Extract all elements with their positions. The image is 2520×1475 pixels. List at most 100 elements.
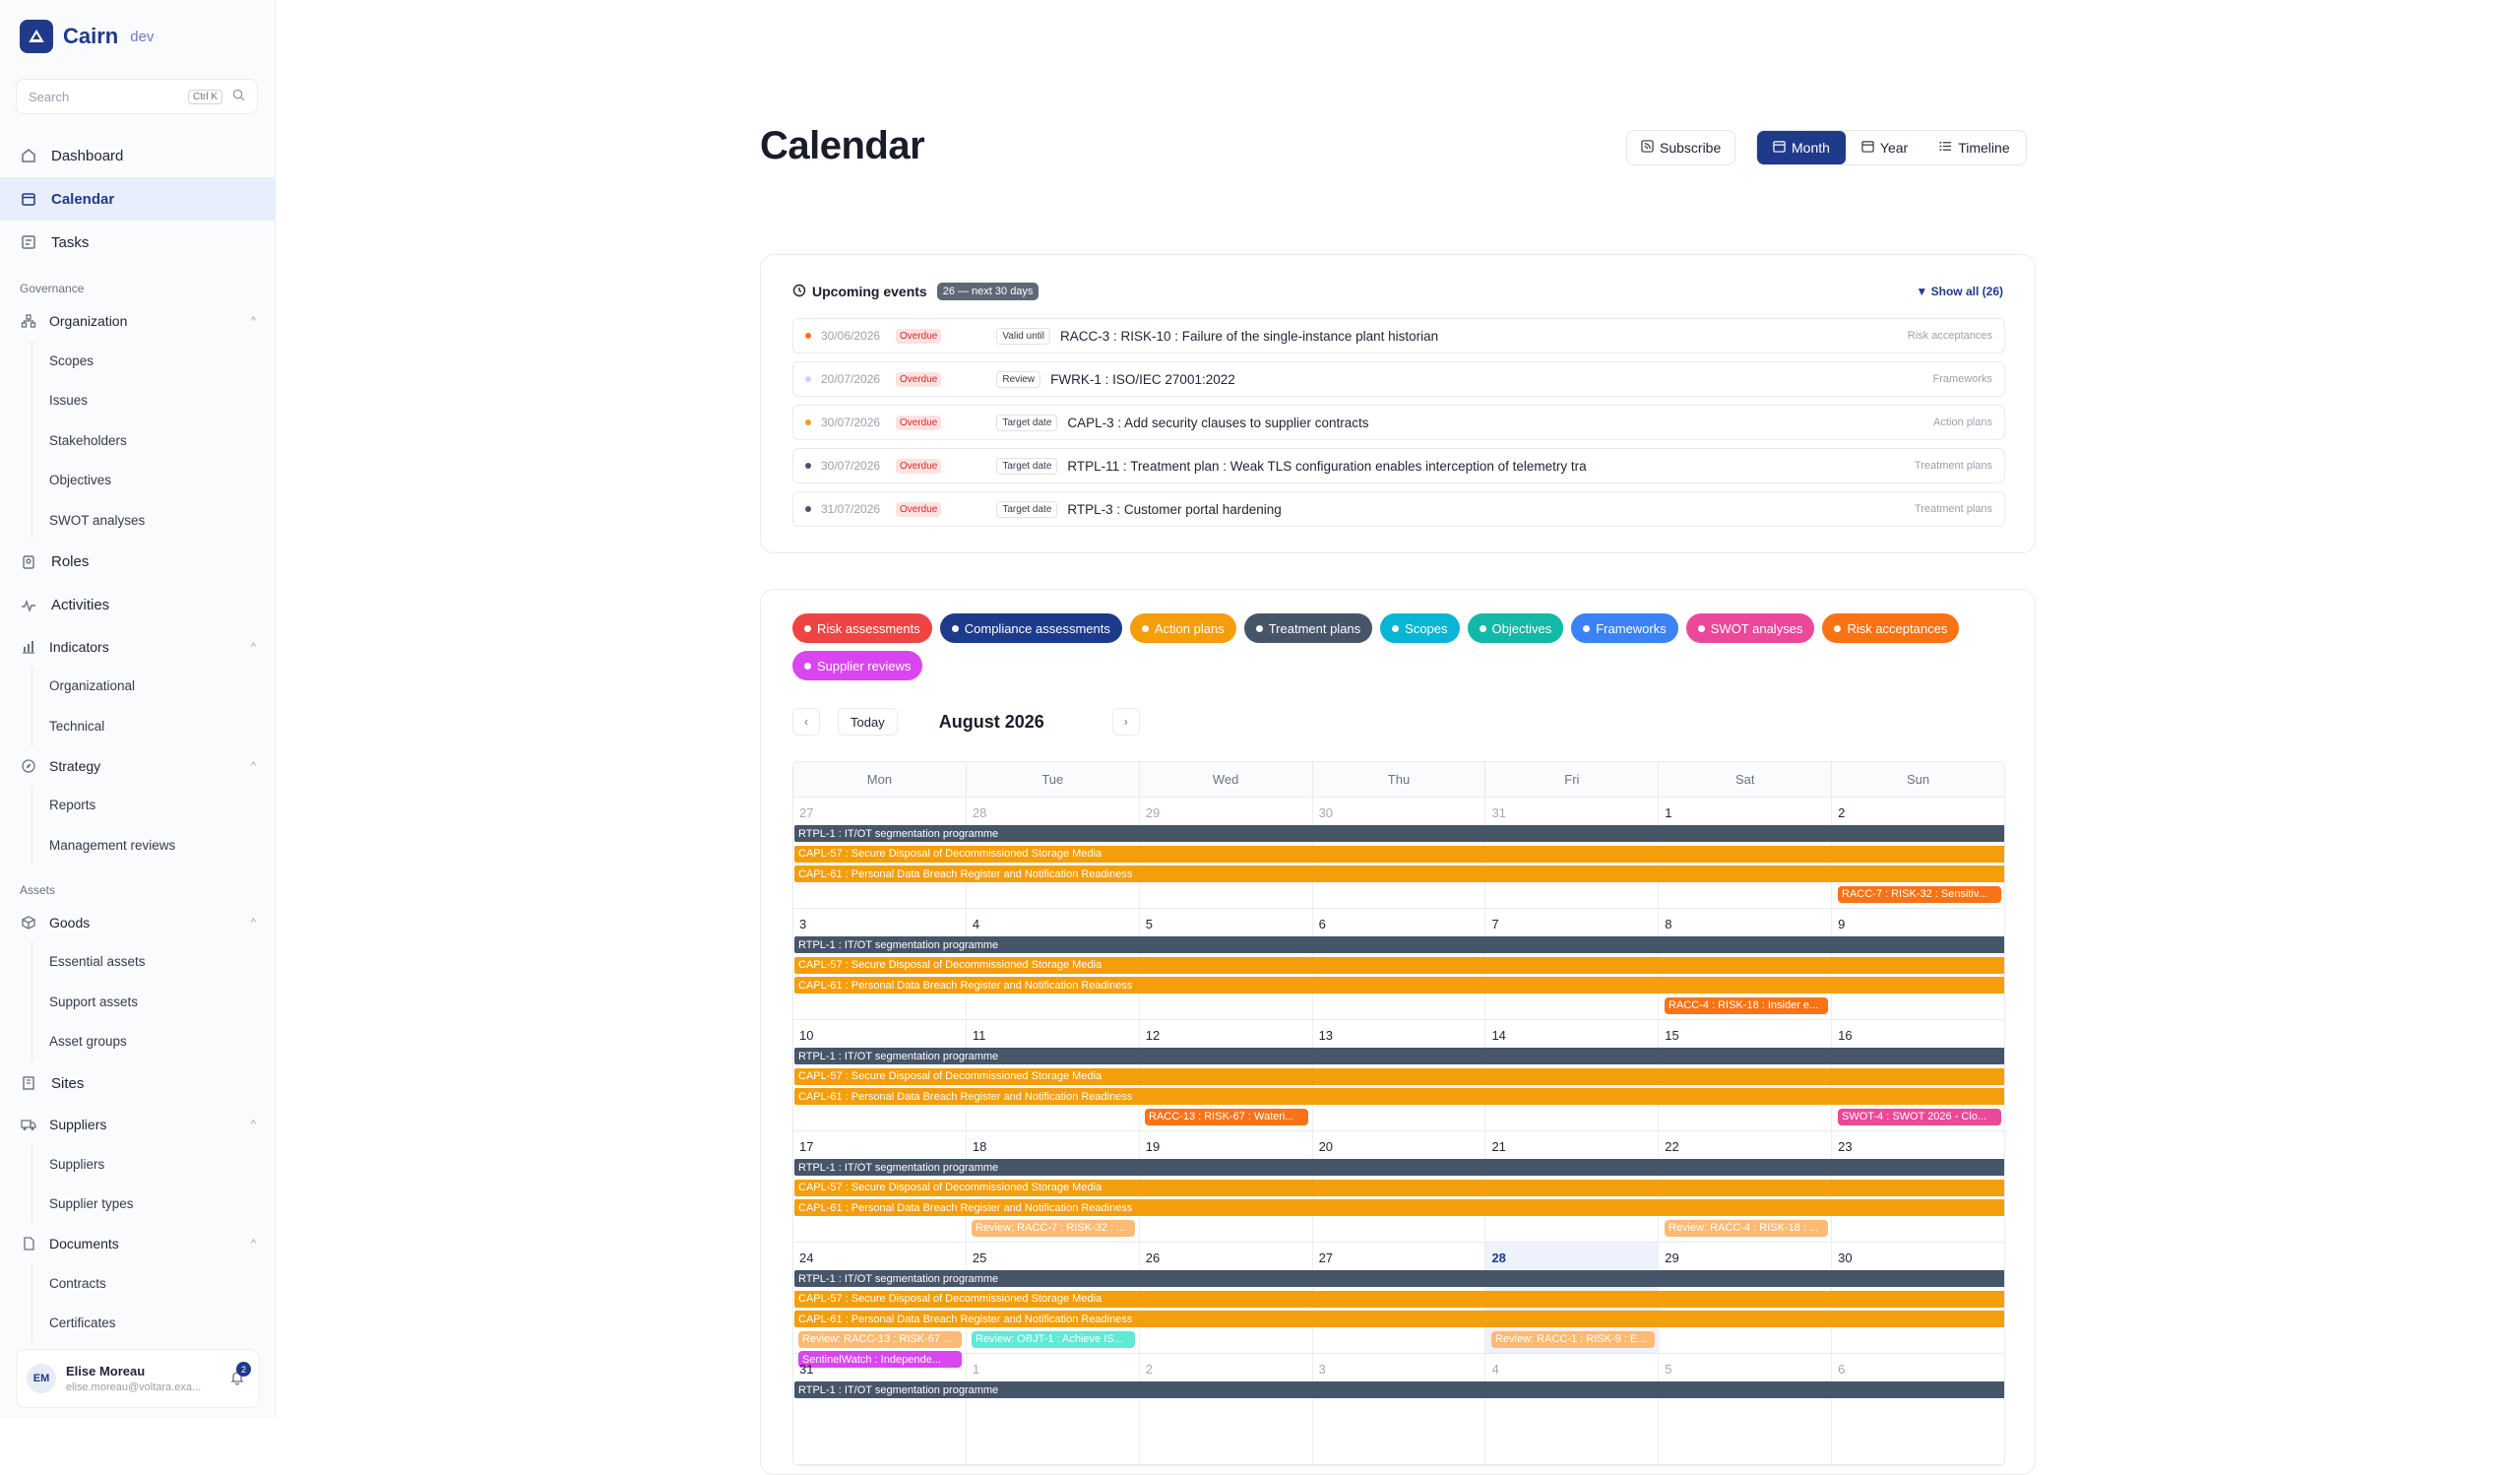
search-input[interactable]: Search Ctrl K (16, 79, 258, 114)
sidebar-item-suppliers[interactable]: Suppliers (32, 1144, 276, 1185)
sidebar-group-documents[interactable]: Documents ^ (0, 1224, 276, 1263)
filter-chip[interactable]: Risk acceptances (1822, 613, 1960, 643)
view-year-button[interactable]: Year (1846, 131, 1923, 164)
event-row[interactable]: 20/07/2026 Overdue Review FWRK-1 : ISO/IEC … (792, 361, 2005, 397)
event-bar[interactable]: CAPL-57 : Secure Disposal of Decommissio… (794, 1290, 2004, 1308)
view-switcher: Month Year Timeline (1756, 130, 2027, 165)
today-button[interactable]: Today (838, 708, 898, 736)
subscribe-button[interactable]: Subscribe (1626, 130, 1736, 165)
view-timeline-button[interactable]: Timeline (1923, 131, 2025, 164)
sidebar-item-issues[interactable]: Issues (32, 380, 276, 420)
day-cell[interactable]: 23 (1838, 1139, 1853, 1154)
event-bar[interactable]: Review: RACC-13 : RISK-67 ... (798, 1330, 962, 1348)
event-bar[interactable]: Review: OBJT-1 : Achieve IS... (972, 1330, 1135, 1348)
compass-icon (20, 757, 37, 775)
sidebar-item-objectives[interactable]: Objectives (32, 460, 276, 500)
sidebar-item-activities[interactable]: Activities (0, 584, 276, 627)
event-bar[interactable]: RTPL-1 : IT/OT segmentation programme (794, 1048, 2004, 1064)
sidebar-item-supplier-types[interactable]: Supplier types (32, 1184, 276, 1224)
day-cell[interactable]: 16 (1838, 1028, 1853, 1043)
filter-chip[interactable]: Scopes (1380, 613, 1460, 643)
sidebar-group-organization[interactable]: Organization ^ (0, 301, 276, 341)
sidebar-item-management-reviews[interactable]: Management reviews (32, 825, 276, 866)
sidebar-item-asset-groups[interactable]: Asset groups (32, 1021, 276, 1061)
event-bar[interactable]: RACC-7 : RISK-32 : Sensitiv... (1838, 885, 2001, 903)
section-governance: Governance (20, 282, 85, 295)
day-cell[interactable]: 4 (1485, 1354, 1660, 1464)
filter-chip[interactable]: Risk assessments (792, 613, 932, 643)
event-bar[interactable]: RACC-4 : RISK-18 : Insider e... (1665, 996, 1828, 1014)
filter-chip[interactable]: Supplier reviews (792, 651, 923, 680)
bell-icon[interactable]: 2 (229, 1362, 251, 1390)
event-bar[interactable]: CAPL-57 : Secure Disposal of Decommissio… (794, 1067, 2004, 1085)
day-cell[interactable]: 1 (967, 1354, 1140, 1464)
day-cell[interactable]: 2 (1140, 1354, 1313, 1464)
event-bar[interactable]: CAPL-61 : Personal Data Breach Register … (794, 1088, 2004, 1105)
filter-chip[interactable]: Compliance assessments (939, 613, 1122, 643)
day-cell[interactable]: 3 (1313, 1354, 1486, 1464)
day-cell[interactable]: 6 (1838, 1362, 1846, 1377)
chip-dot (1141, 624, 1149, 632)
day-cell[interactable]: 31 (793, 1354, 967, 1464)
filter-chip[interactable]: Action plans (1129, 613, 1236, 643)
sidebar-item-dashboard[interactable]: Dashboard (0, 134, 276, 177)
prev-month-button[interactable]: ‹ (792, 708, 820, 736)
event-bar[interactable]: CAPL-61 : Personal Data Breach Register … (794, 866, 2004, 882)
sidebar-item-scopes[interactable]: Scopes (32, 341, 276, 381)
event-bar[interactable]: CAPL-61 : Personal Data Breach Register … (794, 1311, 2004, 1327)
event-row[interactable]: 30/07/2026 Overdue Target date CAPL-3 : Add… (792, 405, 2005, 440)
event-bar[interactable]: Review: RACC-4 : RISK-18 : ... (1665, 1219, 1828, 1237)
event-title: RACC-3 : RISK-10 : Failure of the single… (1059, 328, 1439, 344)
sidebar-group-suppliers[interactable]: Suppliers ^ (0, 1105, 276, 1144)
event-bar[interactable]: RTPL-1 : IT/OT segmentation programme (794, 1381, 2004, 1398)
event-bar[interactable]: CAPL-57 : Secure Disposal of Decommissio… (794, 845, 2004, 863)
sidebar-item-technical[interactable]: Technical (32, 706, 276, 746)
show-all-button[interactable]: ▼ Show all (26) (1916, 285, 2003, 298)
event-bar[interactable]: Review: RACC-1 : RISK-9 : E... (1491, 1330, 1655, 1348)
event-bar[interactable]: Review: RACC-7 : RISK-32 : ... (972, 1219, 1135, 1237)
filter-chip[interactable]: SWOT analyses (1685, 613, 1815, 643)
sidebar-item-organizational[interactable]: Organizational (32, 666, 276, 706)
day-cell[interactable]: 30 (1838, 1251, 1853, 1265)
sidebar-item-calendar[interactable]: Calendar (0, 177, 276, 221)
day-cell[interactable]: 9 (1838, 917, 1846, 931)
user-card[interactable]: EM Elise Moreau elise.moreau@voltara.exa… (16, 1349, 260, 1408)
brand[interactable]: Cairn dev (20, 20, 154, 53)
sidebar-item-contracts[interactable]: Contracts (32, 1263, 276, 1304)
sidebar-item-swot[interactable]: SWOT analyses (32, 500, 276, 541)
day-cell[interactable]: 5 (1659, 1354, 1833, 1464)
event-row[interactable]: 31/07/2026 Overdue Target date RTPL-3 : Cus… (792, 491, 2005, 527)
sidebar-item-stakeholders[interactable]: Stakeholders (32, 420, 276, 461)
sidebar-item-roles[interactable]: Roles (0, 541, 276, 584)
event-row[interactable]: 30/06/2026 Overdue Valid until RACC-3 : RIS… (792, 318, 2005, 353)
day-cell[interactable]: 2 (1838, 805, 1846, 820)
filter-chip[interactable]: Treatment plans (1243, 613, 1373, 643)
event-bar[interactable]: RACC-13 : RISK-67 : Wateri... (1145, 1108, 1308, 1125)
event-bar[interactable]: CAPL-61 : Personal Data Breach Register … (794, 977, 2004, 994)
sidebar-item-essential-assets[interactable]: Essential assets (32, 941, 276, 982)
event-bar[interactable]: RTPL-1 : IT/OT segmentation programme (794, 936, 2004, 953)
filter-chip[interactable]: Frameworks (1571, 613, 1678, 643)
event-bar[interactable]: SWOT-4 : SWOT 2026 - Clo... (1838, 1108, 2001, 1125)
event-bar[interactable]: SentinelWatch : Independe... (798, 1351, 962, 1368)
sidebar-item-certificates[interactable]: Certificates (32, 1303, 276, 1343)
next-month-button[interactable]: › (1111, 708, 1140, 736)
event-bar[interactable]: CAPL-61 : Personal Data Breach Register … (794, 1199, 2004, 1216)
sidebar-group-indicators[interactable]: Indicators ^ (0, 627, 276, 667)
view-month-button[interactable]: Month (1757, 131, 1846, 164)
sidebar-group-strategy[interactable]: Strategy ^ (0, 746, 276, 786)
event-bar[interactable]: RTPL-1 : IT/OT segmentation programme (794, 1270, 2004, 1287)
sidebar-item-reports[interactable]: Reports (32, 785, 276, 825)
sidebar-item-support-assets[interactable]: Support assets (32, 982, 276, 1022)
chip-dot (1479, 624, 1486, 632)
sidebar-item-sites[interactable]: Sites (0, 1061, 276, 1105)
event-bar[interactable]: RTPL-1 : IT/OT segmentation programme (794, 825, 2004, 842)
event-row[interactable]: 30/07/2026 Overdue Target date RTPL-11 : Tr… (792, 448, 2005, 483)
sidebar-group-goods[interactable]: Goods ^ (0, 903, 276, 942)
user-name: Elise Moreau (66, 1364, 146, 1379)
event-bar[interactable]: CAPL-57 : Secure Disposal of Decommissio… (794, 1179, 2004, 1196)
filter-chip[interactable]: Objectives (1467, 613, 1564, 643)
event-bar[interactable]: RTPL-1 : IT/OT segmentation programme (794, 1159, 2004, 1176)
event-bar[interactable]: CAPL-57 : Secure Disposal of Decommissio… (794, 956, 2004, 974)
sidebar-item-tasks[interactable]: Tasks (0, 221, 276, 264)
